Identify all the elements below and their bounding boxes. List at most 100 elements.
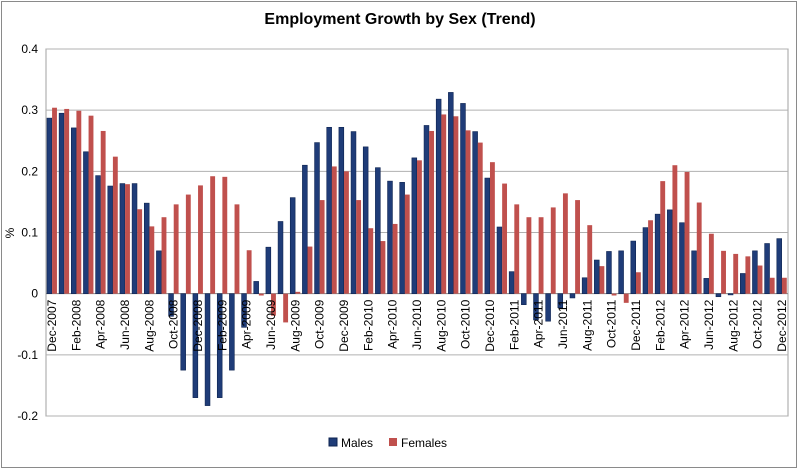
- females-bar: [137, 209, 143, 294]
- females-bar: [380, 241, 386, 294]
- x-tick-label: Feb-2009: [215, 299, 229, 351]
- females-bar: [234, 204, 240, 294]
- females-bar: [76, 110, 82, 294]
- females-bar: [635, 272, 641, 294]
- females-bar: [611, 293, 617, 296]
- males-bar: [168, 293, 174, 317]
- males-bar: [508, 271, 515, 294]
- males-bar: [679, 222, 685, 294]
- males-bar: [764, 243, 770, 294]
- females-bar: [331, 166, 337, 294]
- males-bar: [776, 238, 782, 294]
- females-legend-label: Females: [401, 436, 447, 450]
- males-bar: [387, 180, 393, 294]
- females-bar: [52, 107, 57, 294]
- x-tick-label: Jun-2012: [702, 299, 716, 349]
- males-bar: [727, 293, 734, 296]
- males-bar: [229, 293, 235, 371]
- x-tick-label: Feb-2012: [653, 299, 667, 351]
- males-bar: [642, 227, 649, 294]
- males-legend-label: Males: [341, 436, 373, 450]
- males-bar: [496, 226, 503, 294]
- x-tick-label: Aug-2010: [434, 299, 448, 351]
- females-bar: [721, 250, 726, 294]
- x-tick-label: Dec-2009: [337, 299, 351, 351]
- males-bar: [192, 293, 199, 398]
- males-bar: [569, 293, 576, 299]
- x-tick-label: Aug-2009: [288, 299, 302, 351]
- females-bar: [356, 200, 362, 294]
- x-tick-label: Apr-2009: [240, 299, 254, 349]
- x-tick-label: Jun-2009: [264, 299, 278, 349]
- males-bar: [545, 293, 551, 322]
- males-bar: [691, 250, 697, 294]
- males-bar: [521, 293, 527, 305]
- males-bar: [435, 98, 442, 294]
- females-bar: [392, 223, 398, 294]
- females-bar: [660, 181, 666, 294]
- males-bar: [472, 131, 478, 294]
- x-tick-label: Jun-2008: [118, 299, 132, 349]
- males-bar: [654, 213, 661, 294]
- males-bar: [350, 131, 357, 294]
- males-bar: [107, 185, 113, 294]
- bars: [46, 92, 787, 406]
- females-bar: [246, 250, 252, 294]
- females-bar: [672, 165, 678, 294]
- x-tick-label: Oct-2008: [167, 299, 181, 349]
- males-bar: [667, 209, 673, 294]
- females-bar: [125, 184, 130, 294]
- males-bar: [338, 126, 345, 294]
- females-bar: [88, 115, 94, 294]
- males-legend-swatch: [328, 437, 338, 447]
- males-bar: [314, 142, 320, 294]
- males-bar: [131, 183, 138, 294]
- males-bar: [143, 202, 150, 294]
- x-tick-label: Dec-2007: [45, 299, 59, 351]
- x-tick-label: Feb-2011: [507, 299, 521, 350]
- females-bar: [696, 202, 702, 294]
- x-tick-label: Aug-2011: [580, 299, 594, 350]
- females-bar: [295, 291, 301, 294]
- males-bar: [752, 250, 758, 294]
- females-bar: [477, 142, 483, 294]
- males-bar: [326, 126, 332, 294]
- x-tick-label: Oct-2011: [605, 299, 619, 348]
- males-bar: [362, 146, 369, 294]
- males-bar: [302, 164, 308, 294]
- x-tick-label: Apr-2008: [94, 299, 108, 349]
- males-bar: [241, 293, 247, 328]
- females-legend-swatch: [389, 438, 397, 446]
- females-bar: [648, 220, 653, 294]
- females-bar: [404, 194, 410, 294]
- males-bar: [606, 251, 612, 294]
- males-bar: [375, 167, 381, 294]
- y-tick-label: 0.2: [21, 164, 38, 178]
- females-bar: [599, 266, 605, 294]
- males-bar: [58, 112, 65, 294]
- y-tick-label: -0.2: [17, 409, 38, 423]
- females-bar: [562, 193, 568, 294]
- females-bar: [684, 171, 690, 294]
- females-bar: [623, 293, 629, 303]
- males-bar: [180, 293, 186, 371]
- y-tick-label: 0: [31, 287, 38, 301]
- x-axis-ticks: Dec-2007 Feb-2008 Apr-2008 Jun-2008 Aug-2008…: [45, 299, 789, 351]
- males-bar: [95, 175, 101, 294]
- x-tick-label: Feb-2010: [361, 299, 375, 351]
- y-tick-label: 0.1: [21, 226, 38, 240]
- females-bar: [307, 246, 313, 294]
- females-bar: [185, 194, 191, 294]
- y-tick-label: 0.3: [21, 103, 38, 117]
- females-bar: [550, 207, 556, 294]
- females-bar: [100, 130, 106, 294]
- x-tick-label: Feb-2008: [69, 299, 83, 351]
- males-bar: [71, 127, 77, 294]
- females-bar: [149, 226, 155, 294]
- x-tick-label: Oct-2010: [459, 299, 473, 349]
- females-bar: [733, 253, 739, 294]
- females-bar: [441, 114, 447, 294]
- females-bar: [222, 176, 228, 294]
- males-bar: [557, 293, 564, 309]
